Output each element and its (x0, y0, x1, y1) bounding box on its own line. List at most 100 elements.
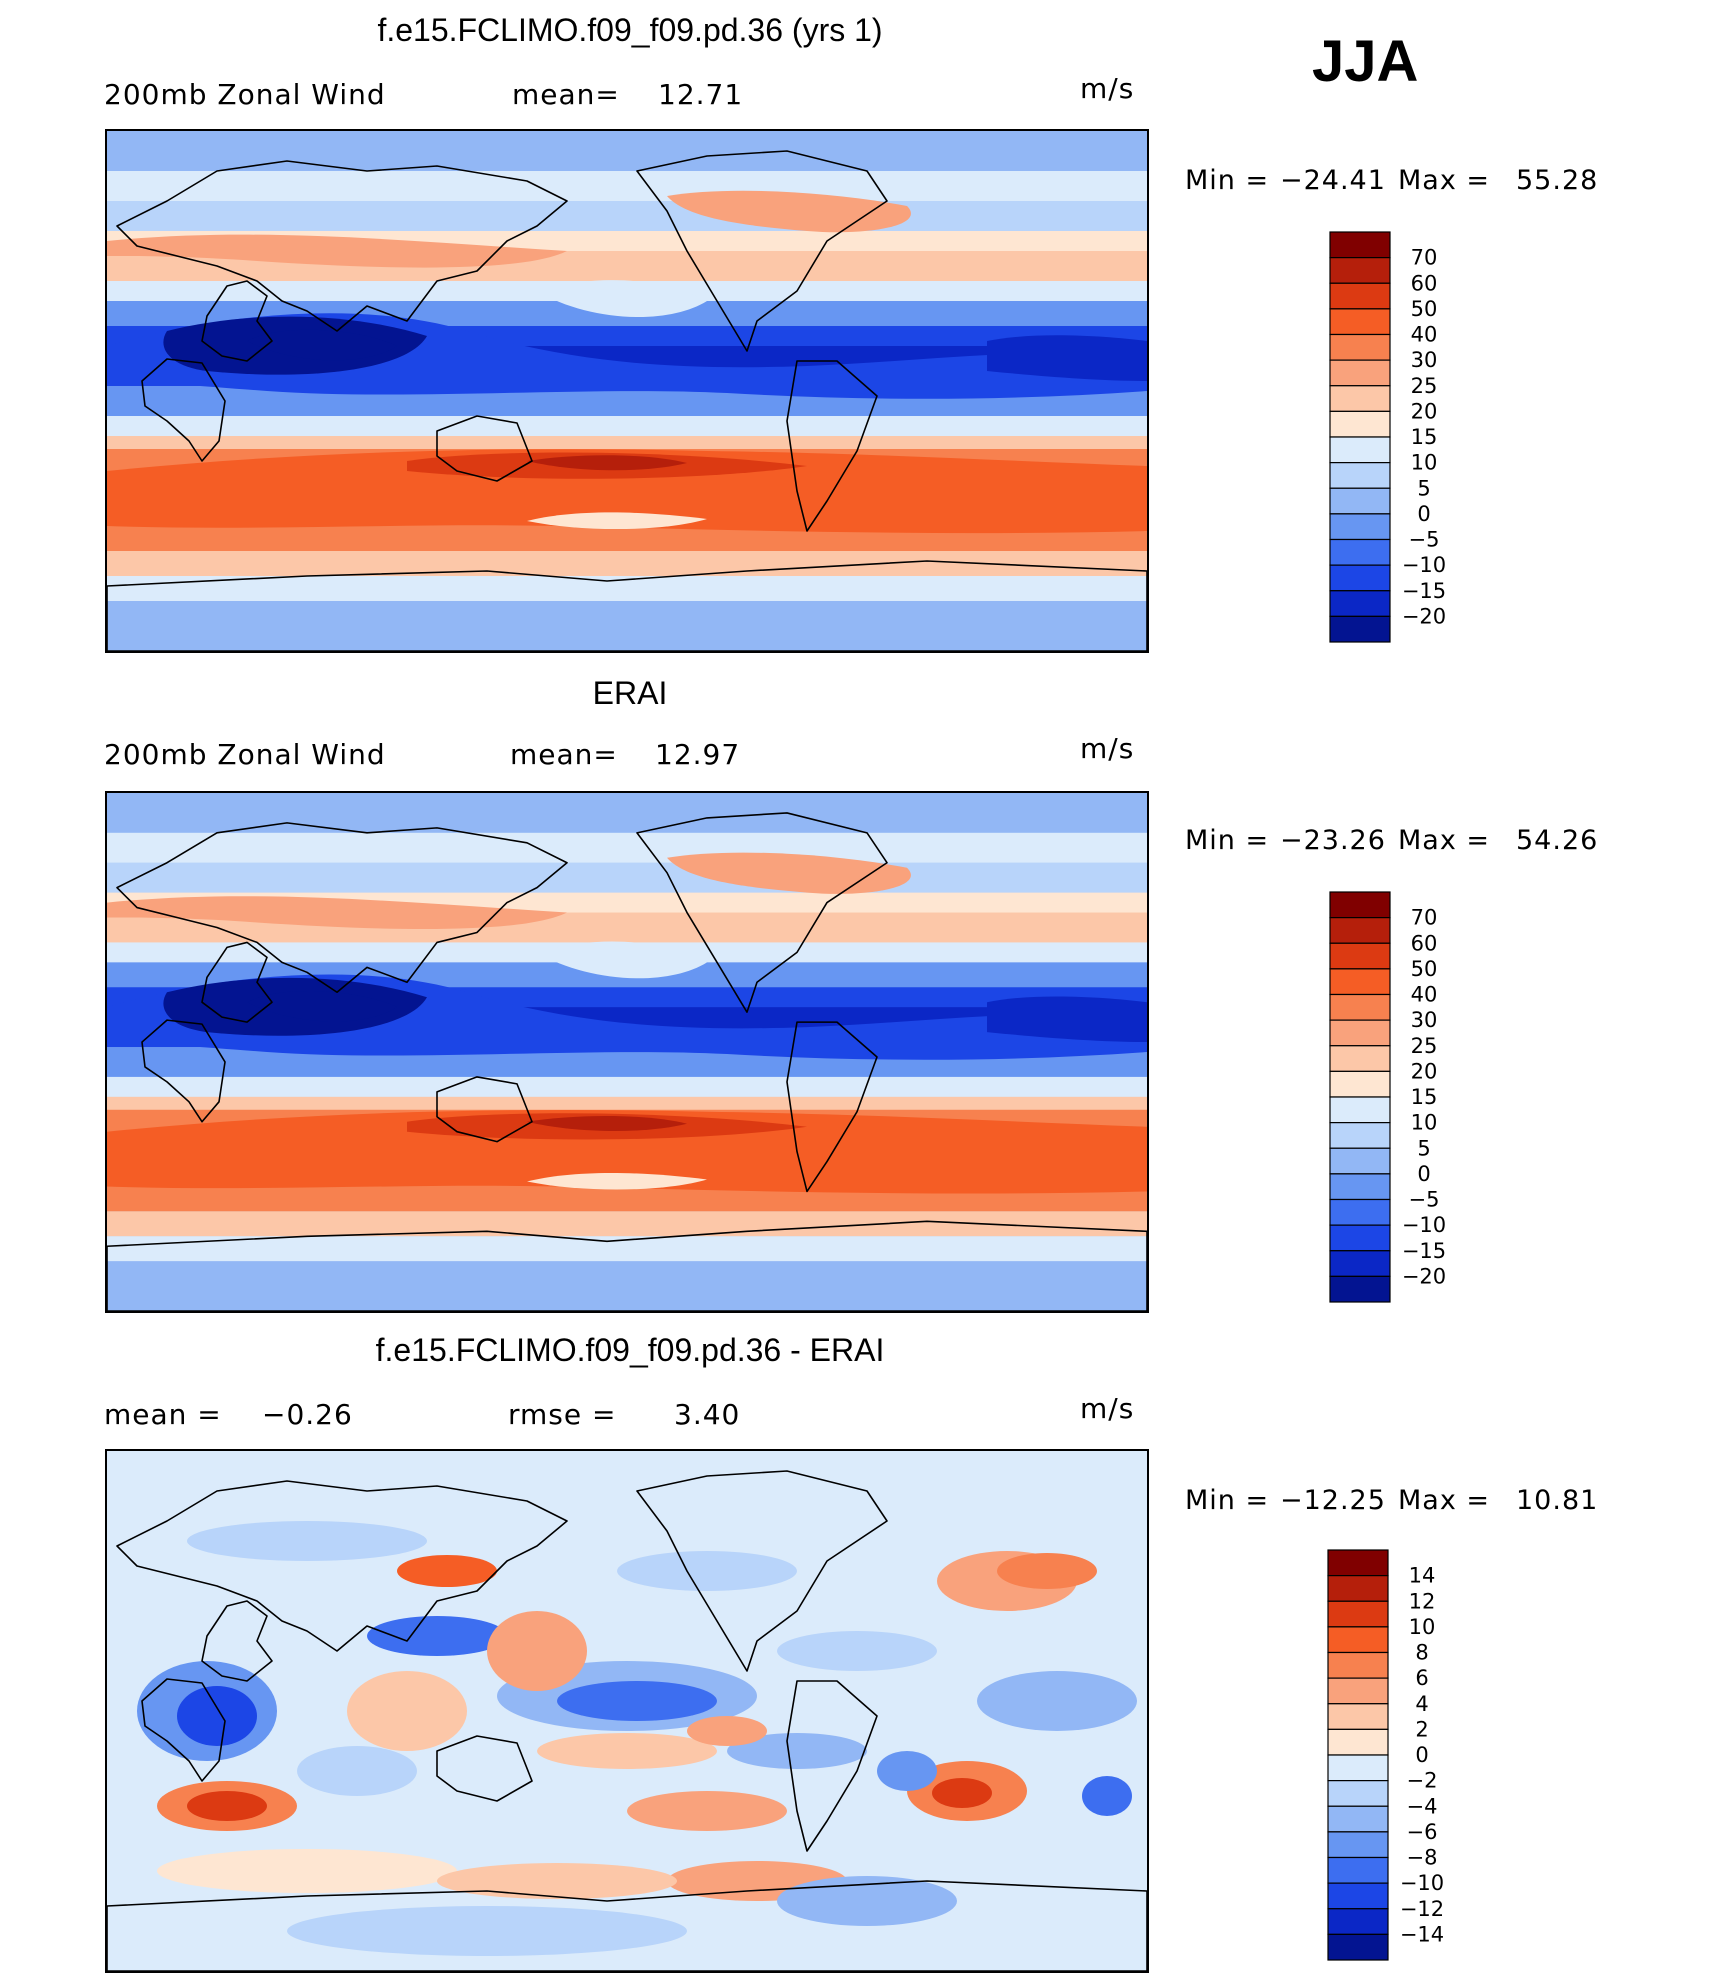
colorbar-tick-label: 10 (1409, 1615, 1436, 1639)
colorbar-tick-label: 0 (1415, 1743, 1428, 1767)
colorbar-tick-label: 40 (1411, 983, 1438, 1007)
colorbar-tick-label: 0 (1417, 502, 1430, 526)
colorbar-swatch (1329, 1070, 1391, 1098)
colorbar-tick-label: −10 (1402, 553, 1446, 577)
contour-region (777, 1876, 957, 1926)
colorbar-swatch (1329, 615, 1391, 643)
contour-region (987, 996, 1147, 1043)
contour-region (187, 1791, 267, 1821)
mean-label: mean= (510, 738, 618, 771)
coastline (107, 560, 1147, 651)
contour-region (617, 1551, 797, 1591)
colorbar-tick-label: 5 (1417, 476, 1430, 500)
colorbar-tick-label: 10 (1411, 451, 1438, 475)
coastline (636, 1470, 888, 1672)
colorbar-swatch (1329, 359, 1391, 387)
colorbar-tick-label: −15 (1402, 1239, 1446, 1263)
colorbar-swatch (1329, 942, 1391, 970)
contour-band (107, 171, 1147, 201)
max-label: Max = (1398, 1485, 1491, 1516)
map-plot (105, 1449, 1149, 1973)
panel-title: f.e15.FCLIMO.f09_f09.pd.36 (yrs 1) (377, 12, 883, 48)
min-label: Min = (1185, 825, 1270, 856)
colorbar-swatch (1329, 1019, 1391, 1047)
contour-region (527, 1172, 707, 1190)
max-value: 10.81 (1516, 1485, 1599, 1516)
colorbar-swatch (1327, 1626, 1389, 1654)
min-value: −12.25 (1280, 1485, 1386, 1516)
contour-region (107, 1109, 1147, 1194)
contour-region (777, 1631, 937, 1671)
contour-region (627, 1791, 787, 1831)
colorbar-swatch (1329, 513, 1391, 541)
contour-region (487, 1611, 587, 1691)
min-value: −24.41 (1280, 165, 1386, 196)
colorbar-swatch (1327, 1651, 1389, 1679)
coastline (107, 1220, 1147, 1311)
contour-region (557, 1681, 717, 1721)
colorbar-tick-label: 50 (1411, 957, 1438, 981)
colorbar-swatch (1329, 410, 1391, 438)
colorbar-tick-label: 70 (1411, 246, 1438, 270)
contour-region (397, 1555, 497, 1587)
contour-region (987, 335, 1147, 381)
contour-region (877, 1751, 937, 1791)
colorbar-tick-label: −8 (1407, 1846, 1438, 1870)
colorbar-tick-label: 8 (1415, 1641, 1428, 1665)
colorbar-tick-label: 15 (1411, 425, 1438, 449)
colorbar-tick-label: −12 (1400, 1897, 1444, 1921)
colorbar-tick-label: 70 (1411, 906, 1438, 930)
contour-region (537, 280, 707, 318)
contour-region (347, 1671, 467, 1751)
colorbar-tick-label: 12 (1409, 1589, 1436, 1613)
contour-region (727, 1733, 867, 1769)
colorbar-swatch (1329, 1224, 1391, 1252)
colorbar-tick-label: −20 (1402, 1264, 1446, 1288)
colorbar-tick-label: 60 (1411, 931, 1438, 955)
min-label: Min = (1185, 1485, 1270, 1516)
colorbar-tick-label: 30 (1411, 348, 1438, 372)
colorbar-swatch (1327, 1933, 1389, 1961)
rmse-value: 3.40 (674, 1398, 741, 1431)
mean-value: 12.71 (658, 78, 744, 111)
contour-band (107, 1261, 1147, 1311)
coastline (636, 812, 888, 1013)
colorbar-tick-label: −10 (1402, 1213, 1446, 1237)
contour-region (977, 1671, 1137, 1731)
colorbar-swatch (1329, 590, 1391, 617)
colorbar-swatch (1327, 1856, 1389, 1884)
colorbar-swatch (1329, 1122, 1391, 1149)
colorbar-swatch (1329, 564, 1391, 592)
colorbar-swatch (1329, 1096, 1391, 1124)
colorbar-swatch (1329, 1173, 1391, 1201)
colorbar-tick-label: −2 (1407, 1769, 1438, 1793)
colorbar-tick-label: 0 (1417, 1162, 1430, 1186)
colorbar-swatch (1327, 1754, 1389, 1782)
contour-region (527, 512, 707, 530)
colorbar-tick-label: 60 (1411, 271, 1438, 295)
colorbar-tick-label: −4 (1407, 1794, 1438, 1818)
coastline (786, 1680, 878, 1852)
contour-region (107, 234, 567, 268)
contour-region (932, 1778, 992, 1808)
max-label: Max = (1398, 165, 1491, 196)
contour-map (107, 1451, 1147, 1971)
colorbar-tick-label: 6 (1415, 1666, 1428, 1690)
contour-map (107, 131, 1147, 651)
contour-region (107, 449, 1147, 534)
min-value: −23.26 (1280, 825, 1386, 856)
colorbar-swatch (1329, 385, 1391, 412)
colorbar-tick-label: 20 (1411, 1059, 1438, 1083)
colorbar-swatch (1329, 1147, 1391, 1175)
colorbar-tick-label: 10 (1411, 1111, 1438, 1135)
colorbar-swatch (1329, 968, 1391, 996)
coastline (786, 360, 878, 532)
units-label: m/s (1080, 1392, 1135, 1425)
contour-region (687, 1716, 767, 1746)
max-label: Max = (1398, 825, 1491, 856)
coastline (141, 1600, 273, 1782)
contour-region (187, 1521, 427, 1561)
contour-band (107, 793, 1147, 833)
coastline (116, 160, 568, 332)
